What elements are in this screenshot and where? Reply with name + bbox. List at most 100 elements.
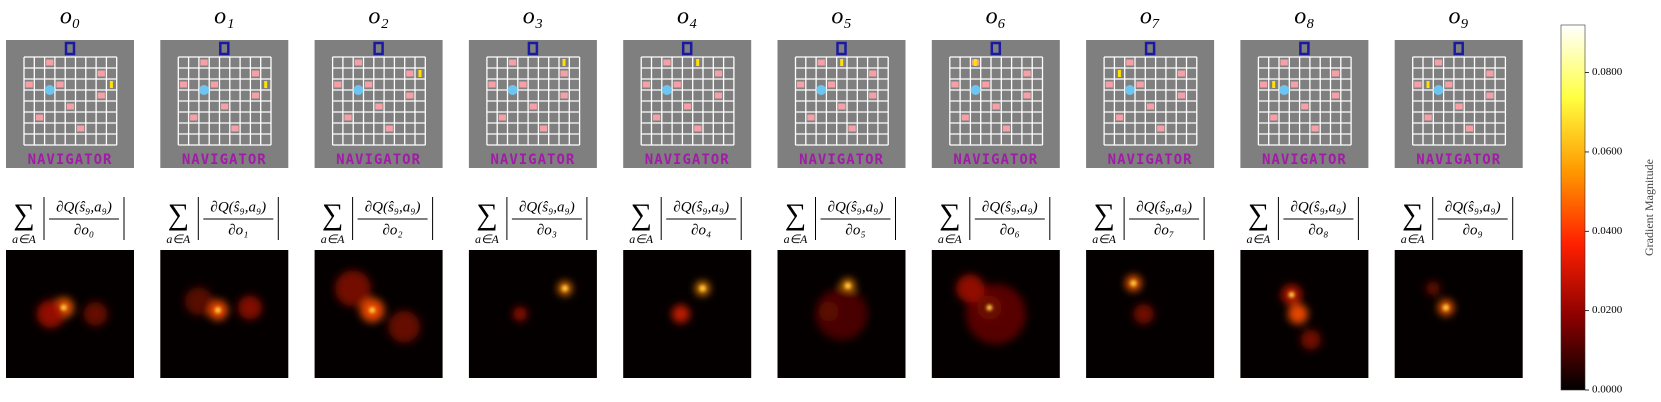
car — [179, 81, 188, 88]
car — [1146, 103, 1155, 110]
heatmap — [931, 250, 1060, 378]
colorbar-tick-label: 0.0400 — [1592, 225, 1623, 237]
sum-symbol: ∑ — [13, 198, 34, 231]
car — [869, 70, 877, 77]
heatmap-core — [986, 304, 993, 311]
car — [406, 92, 414, 99]
heatmap — [777, 250, 906, 378]
heatmap-blob — [388, 310, 421, 343]
sum-index: a∈A — [12, 232, 36, 246]
sum-index: a∈A — [1247, 232, 1271, 246]
car — [992, 103, 1000, 110]
heatmap — [1394, 250, 1523, 378]
heatmap-core — [699, 285, 706, 292]
car — [560, 92, 568, 99]
car — [663, 59, 671, 66]
game-title: NAVIGATOR — [1262, 152, 1347, 168]
car — [406, 70, 414, 77]
agent — [1124, 85, 1135, 95]
heatmap-hotspot — [986, 304, 993, 311]
fraction-denominator: ∂o₃ — [537, 222, 557, 238]
agent — [199, 85, 210, 95]
car — [827, 81, 836, 88]
game-title: NAVIGATOR — [1416, 152, 1501, 168]
fraction-denominator: ∂o₄ — [691, 222, 711, 238]
fraction-denominator: ∂o₆ — [1000, 222, 1020, 238]
car — [498, 114, 506, 121]
goal-icon — [1144, 41, 1156, 56]
goal-icon — [1299, 41, 1310, 56]
car — [509, 59, 517, 66]
colorbar-tick-label: 0.0600 — [1592, 145, 1623, 157]
game-frame: NAVIGATOR — [6, 40, 134, 168]
heatmap-blob — [815, 288, 868, 340]
sum-symbol: ∑ — [322, 198, 343, 231]
car — [1424, 114, 1432, 121]
agent — [816, 85, 827, 95]
heatmap-hotspot — [1288, 291, 1295, 298]
car — [231, 125, 239, 132]
car — [529, 103, 537, 110]
game-frame: NAVIGATOR — [1394, 40, 1523, 168]
heatmap-background — [468, 250, 597, 378]
car — [1177, 70, 1185, 77]
pedestrian — [696, 59, 700, 66]
car — [1280, 59, 1288, 66]
game-title: NAVIGATOR — [28, 152, 113, 168]
heatmap — [160, 250, 289, 378]
car — [385, 125, 393, 132]
heatmap-hotspot — [1442, 304, 1449, 311]
heatmap-blob — [965, 284, 1026, 344]
heatmap-core — [844, 282, 851, 289]
colorbar — [1560, 24, 1586, 391]
frame-title: o₅ — [831, 4, 851, 30]
heatmap-blob — [237, 295, 262, 320]
car — [1115, 114, 1124, 121]
game-frame: NAVIGATOR — [623, 40, 752, 168]
car — [642, 81, 650, 88]
car — [807, 114, 815, 121]
car — [344, 114, 352, 121]
sum-index: a∈A — [475, 232, 499, 246]
pedestrian — [264, 81, 268, 88]
colorbar-tick-label: 0.0800 — [1592, 66, 1623, 78]
heatmap-noise — [1125, 275, 1154, 324]
sum-index: a∈A — [784, 232, 808, 246]
car — [982, 81, 990, 88]
heatmap-core — [1130, 280, 1137, 287]
game-title: NAVIGATOR — [336, 152, 421, 168]
sum-symbol: ∑ — [476, 198, 497, 231]
pedestrian — [1272, 81, 1276, 88]
frame-title: o₄ — [677, 4, 697, 30]
fraction-denominator: ∂o₂ — [383, 222, 403, 238]
car — [488, 81, 496, 88]
colorbar-tick-label: 0.0000 — [1592, 384, 1623, 396]
goal-icon — [219, 41, 230, 56]
car — [1259, 81, 1268, 88]
game-title: NAVIGATOR — [799, 152, 884, 168]
heatmap-hotspot — [844, 282, 851, 289]
heatmap — [623, 250, 752, 378]
sum-index: a∈A — [1401, 232, 1425, 246]
heatmap-core — [369, 307, 376, 314]
sum-index: a∈A — [629, 232, 653, 246]
car — [1311, 125, 1319, 132]
car — [190, 114, 198, 121]
fraction-numerator: ∂Q(ŝ₉,a₉) — [56, 199, 112, 215]
car — [1136, 81, 1144, 88]
goal-icon — [681, 41, 693, 56]
car — [77, 125, 85, 132]
car — [1445, 81, 1453, 88]
fraction-numerator: ∂Q(ŝ₉,a₉) — [210, 199, 266, 215]
agent — [1433, 85, 1444, 95]
car — [848, 125, 856, 132]
car — [334, 81, 342, 88]
car — [673, 81, 681, 88]
car — [97, 70, 105, 77]
agent — [1279, 85, 1290, 95]
heatmap-noise — [815, 278, 868, 340]
frame-title: o₈ — [1294, 4, 1314, 30]
car — [519, 81, 527, 88]
frame-title: o₃ — [523, 4, 543, 30]
car — [46, 59, 54, 66]
